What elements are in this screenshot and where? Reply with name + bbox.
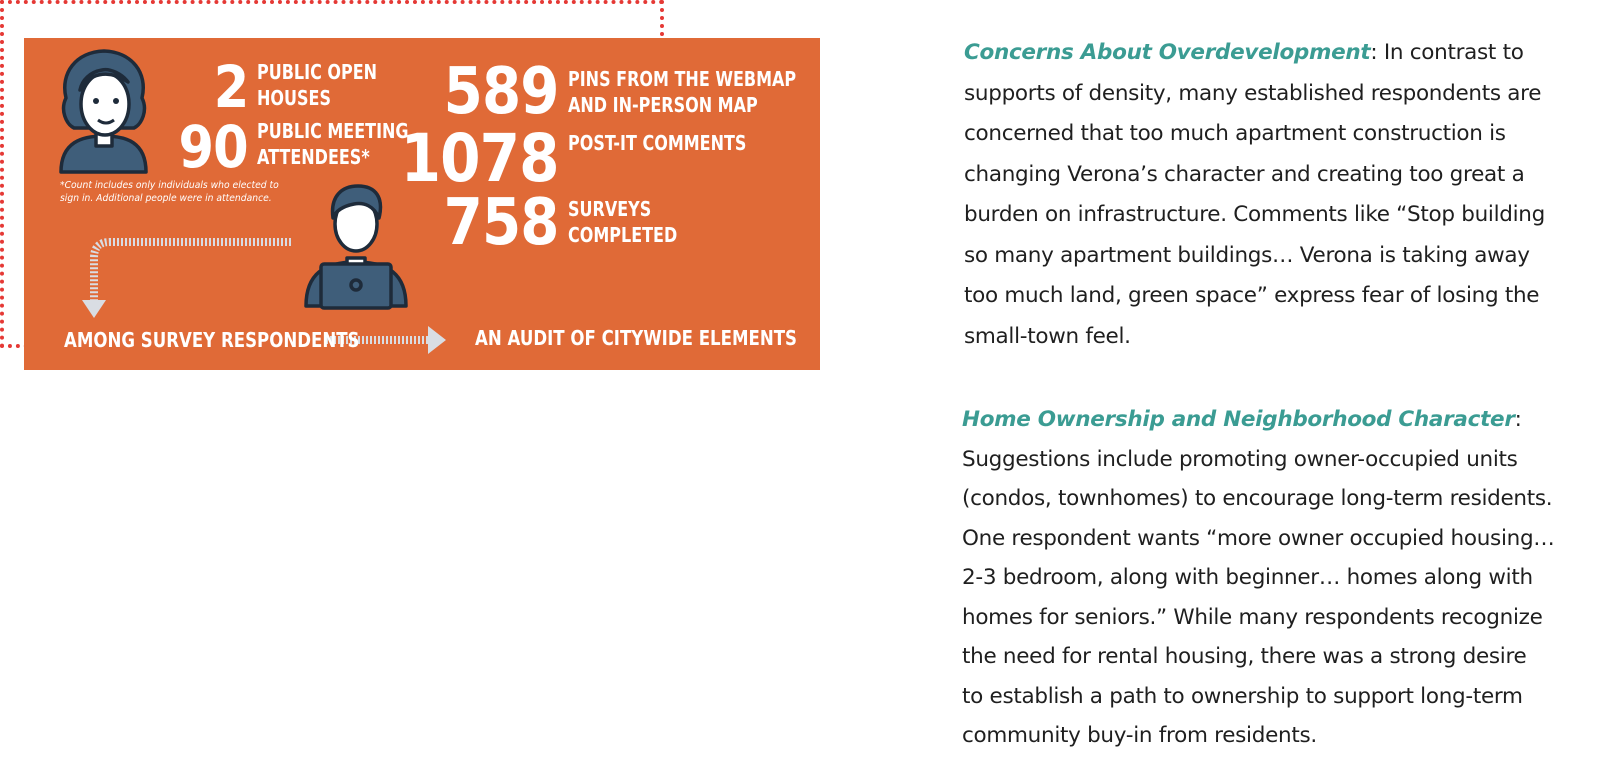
paragraph-line: small-town feel. (964, 323, 1131, 349)
stat-label-postit-comments: POST-IT COMMENTS (568, 130, 746, 156)
stat-label-line: ATTENDEES* (257, 145, 370, 169)
paragraph-line: (condos, townhomes) to encourage long-te… (962, 486, 1553, 511)
concerns-paragraph: Concerns About Overdevelopment: In contr… (964, 33, 1588, 357)
stat-label-line: COMPLETED (568, 223, 678, 247)
paragraph-line: concerned that too much apartment constr… (964, 121, 1506, 146)
stat-label-meeting-attendees: PUBLIC MEETING ATTENDEES* (257, 118, 409, 170)
paragraph-line: too much land, green space” express fear… (964, 283, 1540, 308)
paragraph-line: 2-3 bedroom, along with beginner… homes … (962, 565, 1533, 590)
paragraph-line: burden on infrastructure. Comments like … (964, 202, 1545, 227)
stat-number-map-pins: 589 (444, 55, 560, 129)
paragraph-line: Home Ownership and Neighborhood Characte… (962, 400, 1582, 440)
stat-label-map-pins: PINS FROM THE WEBMAP AND IN-PERSON MAP (568, 66, 796, 118)
attendance-footnote: *Count includes only individuals who ele… (60, 179, 279, 205)
paragraph-line: changing Verona’s character and creating… (964, 161, 1525, 187)
paragraph-line: Concerns About Overdevelopment: In contr… (964, 33, 1588, 74)
engagement-infographic: 2 PUBLIC OPEN HOUSES 90 PUBLIC MEETING A… (24, 38, 820, 370)
stat-label-line: AND IN-PERSON MAP (568, 93, 758, 117)
stat-number-surveys: 758 (444, 186, 560, 260)
paragraph-line: Suggestions include promoting owner-occu… (962, 446, 1518, 472)
stat-label-open-houses: PUBLIC OPEN HOUSES (257, 59, 377, 111)
stat-label-line: PUBLIC MEETING (257, 119, 409, 143)
footnote-line: sign in. Additional people were in atten… (60, 193, 272, 204)
stat-label-line: PINS FROM THE WEBMAP (568, 67, 797, 91)
ownership-heading: Home Ownership and Neighborhood Characte… (962, 407, 1515, 432)
paragraph-line: community buy-in from residents. (962, 723, 1317, 748)
ownership-paragraph: Home Ownership and Neighborhood Characte… (962, 400, 1582, 756)
flow-label-survey-respondents: AMONG SURVEY RESPONDENTS (64, 328, 360, 352)
heading-colon: : (1514, 407, 1522, 432)
paragraph-line: supports of density, many established re… (964, 80, 1542, 106)
stat-label-line: HOUSES (257, 86, 331, 110)
paragraph-text: : In contrast to (1370, 40, 1524, 65)
paragraph-line: so many apartment buildings… Verona is t… (964, 242, 1530, 268)
arrow-down-icon (82, 238, 291, 318)
paragraph-line: the need for rental housing, there was a… (962, 644, 1527, 669)
stat-label-line: POST-IT COMMENTS (568, 131, 747, 155)
arrow-right-icon (326, 326, 446, 354)
stat-number-postit-comments: 1078 (400, 120, 560, 197)
stat-number-open-houses: 2 (213, 53, 249, 121)
paragraph-line: One respondent wants “more owner occupie… (962, 525, 1555, 551)
stat-number-meeting-attendees: 90 (178, 113, 249, 181)
concerns-heading: Concerns About Overdevelopment (964, 40, 1371, 65)
flow-label-citywide-audit: AN AUDIT OF CITYWIDE ELEMENTS (475, 326, 798, 350)
person-woman-icon (59, 49, 148, 174)
paragraph-line: homes for seniors.” While many responden… (962, 604, 1543, 630)
stat-label-line: PUBLIC OPEN (257, 60, 378, 84)
stat-label-line: SURVEYS (568, 197, 652, 221)
infographic-artwork (59, 49, 446, 354)
person-laptop-icon (304, 184, 408, 310)
footnote-line: *Count includes only individuals who ele… (60, 180, 279, 191)
stat-label-surveys: SURVEYS COMPLETED (568, 196, 677, 248)
paragraph-line: to establish a path to ownership to supp… (962, 683, 1523, 709)
